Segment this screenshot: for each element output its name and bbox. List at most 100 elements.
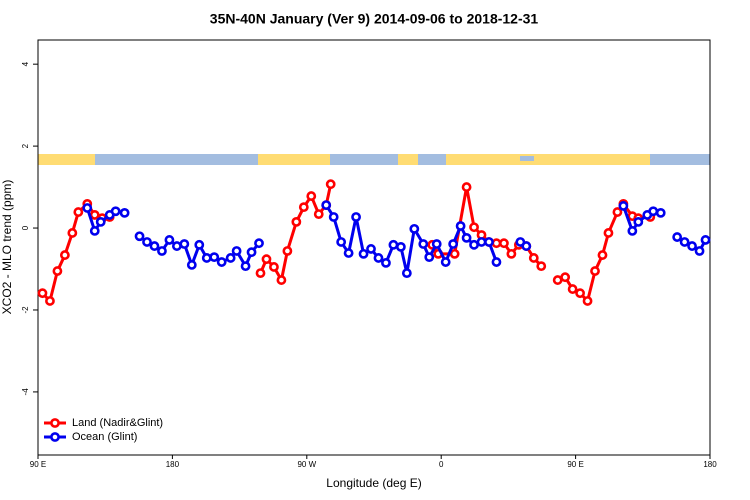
data-point bbox=[648, 206, 659, 217]
data-point bbox=[618, 201, 629, 211]
data-point bbox=[37, 288, 48, 299]
data-point bbox=[351, 212, 361, 222]
data-point bbox=[597, 250, 608, 260]
data-point bbox=[560, 272, 571, 283]
data-point bbox=[366, 244, 376, 254]
data-point bbox=[73, 207, 84, 217]
data-point bbox=[306, 191, 317, 201]
data-point bbox=[461, 182, 472, 192]
series-line bbox=[85, 204, 707, 275]
data-point bbox=[552, 275, 563, 285]
data-point bbox=[171, 241, 182, 251]
data-point bbox=[110, 206, 121, 217]
y-tick-label: 4 bbox=[21, 61, 30, 66]
data-point bbox=[575, 288, 585, 299]
x-tick-label: 90 E bbox=[30, 460, 46, 469]
data-point bbox=[469, 222, 479, 233]
data-point bbox=[134, 231, 145, 242]
data-point bbox=[255, 268, 266, 279]
data-point bbox=[67, 228, 78, 238]
data-point bbox=[521, 241, 532, 251]
data-point bbox=[240, 261, 251, 272]
chart-title: 35N-40N January (Ver 9) 2014-09-06 to 20… bbox=[210, 11, 539, 27]
data-point bbox=[261, 254, 272, 265]
data-point bbox=[282, 246, 293, 256]
data-point bbox=[424, 252, 435, 263]
data-point bbox=[343, 248, 354, 258]
x-tick-label: 90 W bbox=[297, 460, 316, 469]
data-point bbox=[679, 237, 690, 247]
data-point bbox=[491, 238, 502, 249]
data-point bbox=[325, 179, 336, 190]
data-point bbox=[448, 239, 459, 249]
data-point bbox=[254, 238, 264, 249]
data-point bbox=[612, 207, 623, 217]
legend-label: Land (Nadir&Glint) bbox=[72, 417, 163, 429]
data-point bbox=[45, 296, 55, 306]
x-tick-label: 90 E bbox=[567, 460, 583, 469]
data-point bbox=[461, 232, 472, 243]
data-point bbox=[82, 203, 93, 213]
data-point bbox=[582, 296, 593, 306]
data-point bbox=[313, 209, 324, 220]
legend-label: Ocean (Glint) bbox=[72, 431, 137, 443]
data-point bbox=[431, 239, 442, 249]
x-tick-label: 0 bbox=[439, 460, 444, 469]
data-point bbox=[291, 216, 302, 227]
data-point bbox=[694, 246, 705, 256]
data-point bbox=[186, 260, 197, 270]
data-point bbox=[216, 257, 227, 267]
data-point bbox=[179, 239, 190, 249]
data-point bbox=[373, 253, 384, 263]
data-point bbox=[89, 210, 100, 220]
data-point bbox=[336, 237, 347, 247]
land-mask-strip bbox=[38, 154, 710, 165]
y-tick-label: 0 bbox=[21, 225, 30, 230]
plot-frame bbox=[37, 39, 711, 456]
data-point bbox=[536, 261, 547, 272]
y-tick-label: -4 bbox=[21, 388, 30, 396]
data-point bbox=[395, 241, 406, 252]
data-point bbox=[201, 253, 212, 263]
data-point bbox=[476, 237, 487, 247]
data-point bbox=[418, 239, 429, 249]
data-point bbox=[506, 248, 517, 259]
data-point bbox=[194, 239, 205, 250]
data-point bbox=[52, 266, 63, 276]
data-point bbox=[209, 252, 220, 263]
data-point bbox=[567, 284, 578, 294]
data-point bbox=[149, 241, 160, 251]
legend-marker bbox=[50, 418, 60, 428]
data-point bbox=[321, 200, 332, 210]
data-point bbox=[528, 253, 539, 263]
data-point bbox=[440, 257, 451, 267]
data-point bbox=[269, 262, 279, 272]
x-axis-label: Longitude (deg E) bbox=[326, 476, 421, 490]
data-point bbox=[231, 246, 242, 256]
data-point bbox=[655, 207, 666, 218]
data-point bbox=[246, 247, 257, 258]
data-point bbox=[358, 248, 369, 259]
data-point bbox=[590, 266, 600, 276]
data-point bbox=[627, 226, 638, 236]
data-point bbox=[469, 239, 479, 250]
data-point bbox=[119, 207, 130, 218]
data-point bbox=[672, 232, 683, 242]
data-point bbox=[633, 216, 644, 227]
x-tick-label: 180 bbox=[166, 460, 180, 469]
y-axis-label: XCO2 - MLO trend (ppm) bbox=[0, 180, 14, 315]
data-point bbox=[687, 241, 697, 251]
legend-marker bbox=[50, 432, 60, 442]
data-point bbox=[603, 228, 614, 238]
data-point bbox=[95, 216, 106, 227]
y-tick-label: -2 bbox=[21, 306, 30, 314]
data-point bbox=[388, 239, 399, 250]
x-tick-label: 180 bbox=[703, 460, 717, 469]
data-point bbox=[455, 221, 466, 231]
data-point bbox=[157, 246, 167, 256]
data-point bbox=[484, 237, 494, 247]
data-point bbox=[298, 202, 309, 213]
data-point bbox=[491, 257, 502, 267]
data-point bbox=[401, 268, 412, 279]
y-tick-label: 2 bbox=[21, 143, 30, 148]
